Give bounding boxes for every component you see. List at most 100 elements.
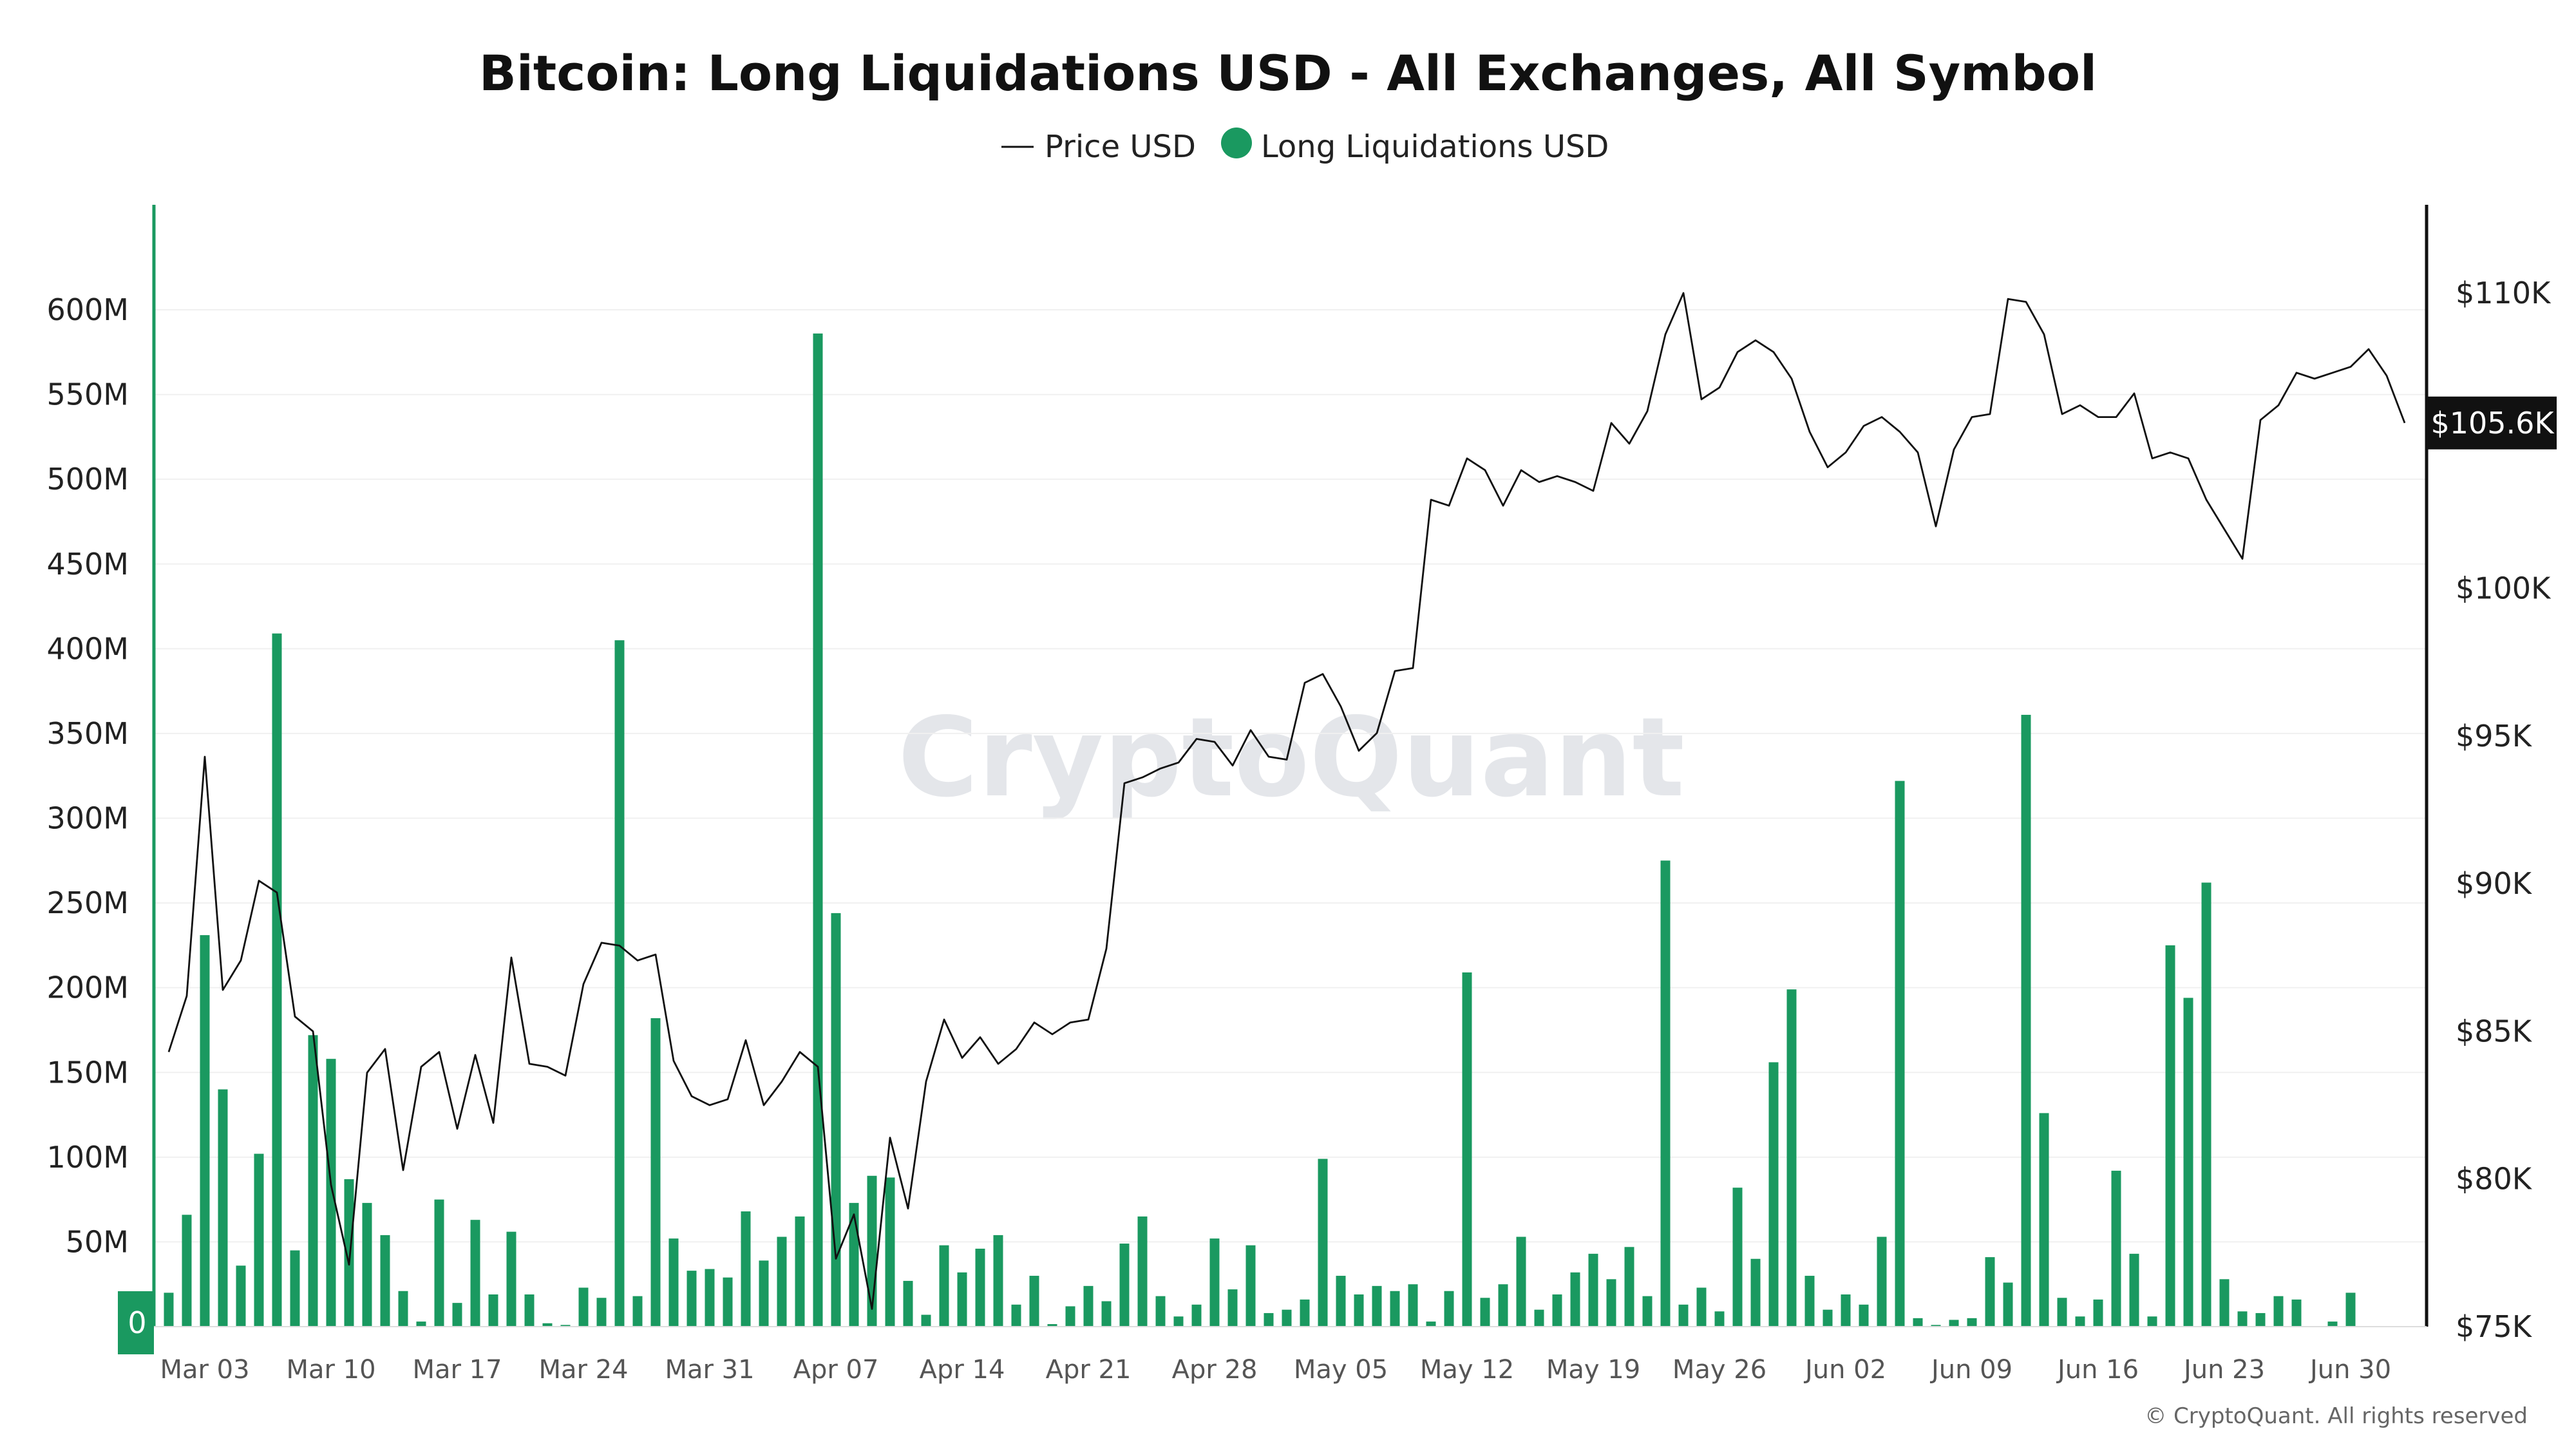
liquidation-bar: [1264, 1312, 1274, 1327]
left-tick-label: 100M: [47, 1140, 129, 1175]
right-tick-label: $80K: [2456, 1162, 2533, 1197]
liquidation-bar: [903, 1280, 913, 1327]
liquidation-bar: [1011, 1304, 1021, 1327]
liquidation-bar: [650, 1018, 661, 1327]
liquidation-bar: [1336, 1276, 1346, 1327]
liquidation-bar: [2093, 1299, 2103, 1327]
liquidation-bar: [1786, 989, 1797, 1327]
left-axis-zero-badge: [118, 1291, 154, 1354]
liquidation-bar: [1606, 1279, 1616, 1327]
liquidation-bar: [1678, 1304, 1689, 1327]
liquidation-bar: [2147, 1316, 2157, 1327]
liquidation-bar: [777, 1236, 787, 1327]
liquidation-bar: [2219, 1279, 2230, 1327]
liquidation-bar: [2129, 1253, 2139, 1327]
liquidation-bar: [2273, 1296, 2284, 1327]
x-tick-label: Apr 21: [1046, 1355, 1132, 1385]
liquidation-bar: [2075, 1316, 2085, 1327]
liquidation-bar: [1173, 1316, 1184, 1327]
liquidation-bar: [831, 913, 841, 1327]
liquidation-bar: [1624, 1247, 1634, 1327]
liquidation-bar: [488, 1294, 498, 1327]
liquidation-bar: [1823, 1309, 1833, 1327]
liquidation-bar: [398, 1291, 408, 1327]
liquidation-bar: [578, 1287, 589, 1327]
liquidation-bar: [1372, 1285, 1382, 1327]
x-tick-label: Jun 16: [2056, 1355, 2139, 1385]
liquidation-bar: [1642, 1296, 1653, 1327]
liquidation-bar: [1804, 1276, 1815, 1327]
liquidation-bar: [452, 1303, 462, 1327]
liquidation-bar: [1570, 1272, 1580, 1327]
liquidation-bar: [200, 935, 210, 1327]
liquidation-bar: [632, 1296, 643, 1327]
liquidation-bar: [1750, 1258, 1761, 1327]
liquidation-bar: [1877, 1236, 1887, 1327]
liquidation-bar: [1534, 1309, 1544, 1327]
right-tick-label: $75K: [2456, 1309, 2533, 1344]
chart-title: Bitcoin: Long Liquidations USD - All Exc…: [479, 44, 2097, 102]
liquidation-bar: [434, 1199, 444, 1327]
liquidation-bar: [1985, 1257, 1995, 1327]
liquidation-bar: [2039, 1113, 2049, 1327]
right-tick-label: $100K: [2456, 571, 2552, 606]
x-tick-label: Jun 02: [1803, 1355, 1886, 1385]
x-tick-label: Mar 17: [412, 1355, 502, 1385]
liquidation-bar: [2255, 1312, 2266, 1327]
liquidation-bar: [1354, 1294, 1364, 1327]
liquidation-bar: [759, 1260, 769, 1327]
liquidation-bar: [1444, 1291, 1454, 1327]
liquidation-bar: [795, 1216, 805, 1327]
liquidation-bar: [723, 1277, 733, 1327]
liquidation-bar: [1047, 1324, 1057, 1327]
x-tick-label: May 19: [1546, 1355, 1640, 1385]
liquidation-bar: [1588, 1253, 1598, 1327]
liquidation-bar: [741, 1211, 751, 1327]
liquidation-bar: [993, 1235, 1003, 1327]
liquidation-bar: [308, 1035, 318, 1327]
liquidation-bar: [1931, 1325, 1941, 1327]
left-tick-label: 600M: [47, 292, 129, 327]
liquidation-bar: [1390, 1291, 1400, 1327]
liquidation-bar: [416, 1321, 426, 1327]
liquidation-bar: [921, 1314, 931, 1327]
liquidation-bar: [1282, 1309, 1292, 1327]
grid-lines: [154, 309, 2427, 1243]
legend: Price USD Long Liquidations USD: [1001, 128, 1609, 165]
liquidation-bar: [1732, 1188, 1743, 1327]
liquidation-bar: [290, 1250, 300, 1327]
liquidation-bar: [957, 1272, 967, 1327]
right-tick-label: $90K: [2456, 866, 2533, 901]
x-tick-label: Mar 31: [665, 1355, 754, 1385]
liquidation-bar: [2327, 1321, 2338, 1327]
liquidation-bar: [272, 633, 282, 1327]
legend-liquidations-label: Long Liquidations USD: [1261, 129, 1609, 165]
liquidation-bar: [885, 1177, 895, 1327]
watermark: CryptoQuant: [898, 694, 1685, 822]
liquidation-bar: [218, 1089, 228, 1327]
x-tick-label: May 26: [1672, 1355, 1766, 1385]
liquidation-bar: [344, 1179, 354, 1327]
legend-price-label: Price USD: [1045, 129, 1196, 165]
x-tick-label: May 12: [1420, 1355, 1514, 1385]
liquidation-bar: [1859, 1304, 1869, 1327]
legend-liquidations-dot-icon: [1221, 128, 1252, 158]
liquidation-bar: [1155, 1296, 1166, 1327]
liquidation-bar: [1245, 1245, 1256, 1327]
current-price-label-text: $105.6K: [2430, 406, 2555, 440]
x-tick-label: Mar 03: [160, 1355, 249, 1385]
liquidation-bar: [1913, 1318, 1923, 1327]
liquidation-bar: [542, 1323, 553, 1327]
liquidation-bar: [1480, 1298, 1490, 1327]
left-tick-label: 50M: [66, 1224, 129, 1259]
left-tick-label: 250M: [47, 886, 129, 920]
right-tick-label: $95K: [2456, 719, 2533, 753]
liquidation-bar: [1498, 1284, 1508, 1327]
liquidation-bar: [668, 1238, 679, 1327]
liquidation-bar: [2183, 998, 2193, 1327]
liquidation-bar: [1768, 1062, 1779, 1327]
left-tick-label: 150M: [47, 1055, 129, 1090]
liquidation-bar: [1462, 972, 1472, 1327]
liquidation-bar: [1552, 1294, 1562, 1327]
